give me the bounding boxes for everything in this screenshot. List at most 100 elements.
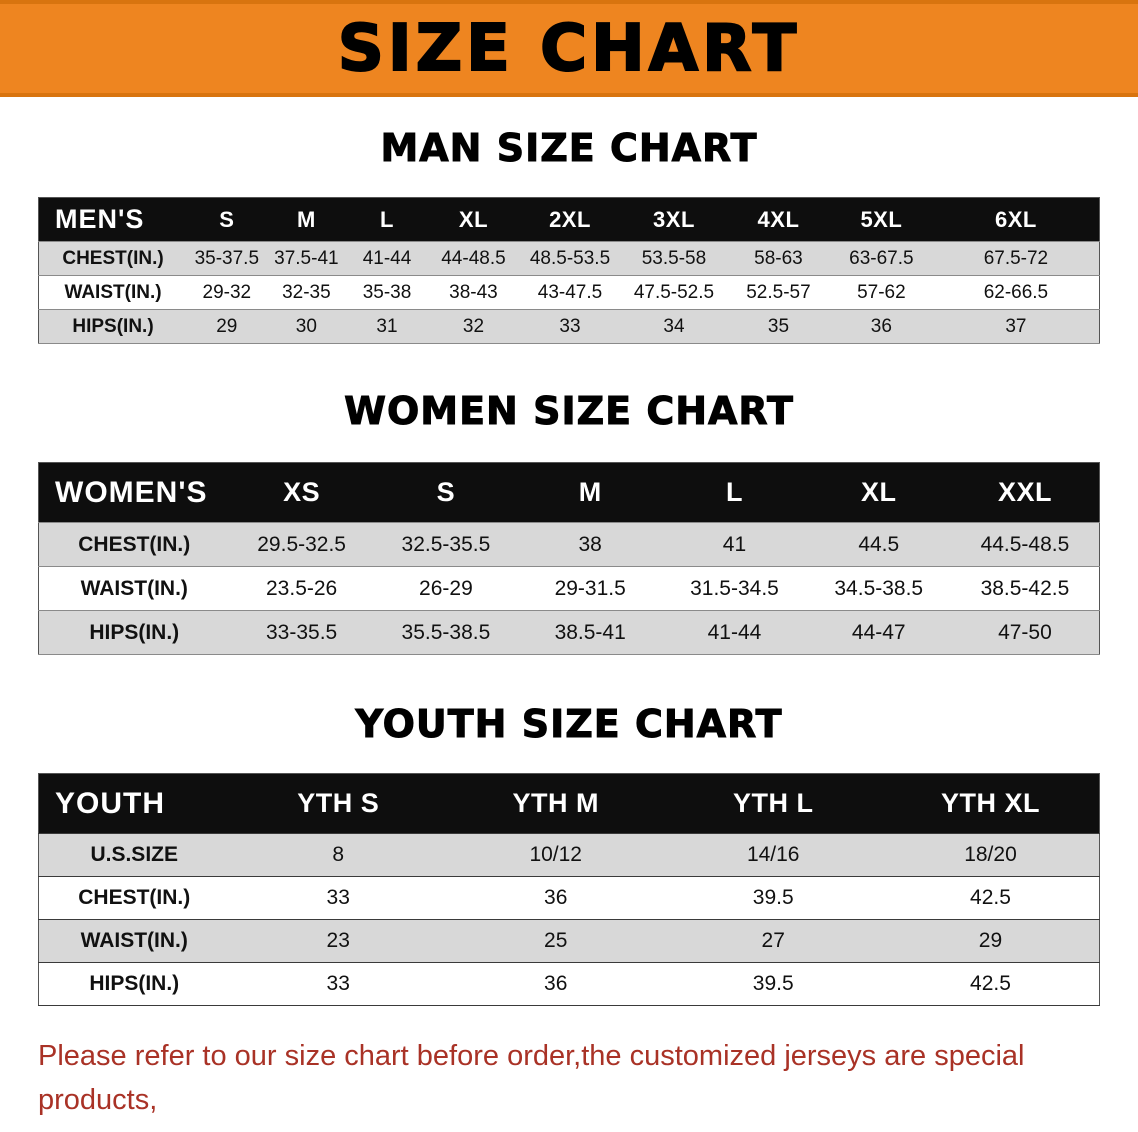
size-value-cell: 36 [829,309,933,344]
size-value-cell: 42.5 [881,962,1100,1006]
size-value-cell: 38.5-42.5 [950,566,1100,611]
size-value-cell: 29 [187,309,267,344]
size-value-cell: 33 [229,962,447,1006]
size-value-cell: 58-63 [727,241,830,276]
size-value-cell: 33 [229,876,447,920]
size-header-cell: XXL [950,462,1100,523]
size-value-cell: 33-35.5 [229,610,374,655]
size-value-cell: 52.5-57 [727,275,830,310]
size-value-cell: 10/12 [446,833,665,877]
size-value-cell: 23.5-26 [229,566,374,611]
size-value-cell: 47-50 [950,610,1100,655]
size-header-cell: S [373,462,519,523]
size-value-cell: 23 [229,919,447,963]
women-size-section: WOMEN SIZE CHART WOMEN'S XS S M L XL XXL CHEST… [0,388,1138,655]
size-value-cell: 38-43 [427,275,520,310]
size-header-cell: YTH XL [881,773,1100,834]
table-header-row: YOUTH YTH S YTH M YTH L YTH XL [38,773,1100,834]
size-value-cell: 30 [266,309,347,344]
size-header-cell: XL [427,197,520,242]
size-value-cell: 32-35 [266,275,347,310]
measurement-row: HIPS(IN.) 29 30 31 32 33 34 35 36 37 [38,309,1100,344]
youth-size-table: YOUTH YTH S YTH M YTH L YTH XL U.S.SIZE 8 10/1… [38,773,1100,1006]
size-value-cell: 29.5-32.5 [229,522,374,567]
size-value-cell: 26-29 [373,566,519,611]
table-header-row: MEN'S S M L XL 2XL 3XL 4XL 5XL 6XL [38,197,1100,242]
size-value-cell: 8 [229,833,447,877]
size-header-cell: L [346,197,428,242]
size-header-cell: YTH S [229,773,447,834]
size-header-cell: L [662,462,807,523]
measurement-row: HIPS(IN.) 33-35.5 35.5-38.5 38.5-41 41-44 44-… [38,610,1100,655]
row-label-cell: WAIST(IN.) [38,275,188,310]
size-value-cell: 41-44 [662,610,807,655]
size-value-cell: 62-66.5 [932,275,1100,310]
size-header-cell: 2XL [519,197,621,242]
size-header-cell: M [518,462,663,523]
size-value-cell: 31 [346,309,428,344]
measurement-row: U.S.SIZE 8 10/12 14/16 18/20 [38,833,1100,877]
size-value-cell: 27 [664,919,882,963]
size-value-cell: 48.5-53.5 [519,241,621,276]
size-header-cell: 6XL [932,197,1100,242]
size-value-cell: 29 [881,919,1100,963]
size-value-cell: 25 [446,919,665,963]
measurement-row: CHEST(IN.) 33 36 39.5 42.5 [38,876,1100,920]
size-value-cell: 63-67.5 [829,241,933,276]
size-value-cell: 35.5-38.5 [373,610,519,655]
size-value-cell: 18/20 [881,833,1100,877]
row-label-cell: CHEST(IN.) [38,241,188,276]
size-header-cell: YTH L [664,773,882,834]
disclaimer-line: we don't accept cancel, change, teturn o… [38,1122,1100,1132]
size-header-cell: M [266,197,347,242]
measurement-row: WAIST(IN.) 29-32 32-35 35-38 38-43 43-47.5 47.… [38,275,1100,310]
size-value-cell: 39.5 [664,962,882,1006]
table-title-cell: MEN'S [38,197,188,242]
measurement-row: CHEST(IN.) 35-37.5 37.5-41 41-44 44-48.5 48.5… [38,241,1100,276]
size-header-cell: XL [806,462,951,523]
size-value-cell: 34.5-38.5 [806,566,951,611]
size-value-cell: 39.5 [664,876,882,920]
men-section-heading: MAN SIZE CHART [380,126,758,171]
size-value-cell: 32.5-35.5 [373,522,519,567]
size-value-cell: 35-37.5 [187,241,267,276]
size-value-cell: 47.5-52.5 [620,275,728,310]
table-title-cell: WOMEN'S [38,462,230,523]
row-label-cell: WAIST(IN.) [38,566,230,611]
size-value-cell: 41 [662,522,807,567]
size-header-cell: XS [229,462,374,523]
size-value-cell: 31.5-34.5 [662,566,807,611]
size-value-cell: 29-31.5 [518,566,663,611]
size-value-cell: 44.5 [806,522,951,567]
size-value-cell: 67.5-72 [932,241,1100,276]
size-value-cell: 33 [519,309,621,344]
row-label-cell: HIPS(IN.) [38,610,230,655]
row-label-cell: U.S.SIZE [38,833,230,877]
page-title: SIZE CHART [337,11,801,87]
men-size-table: MEN'S S M L XL 2XL 3XL 4XL 5XL 6XL CHEST(IN.) 35-3… [38,197,1100,344]
size-chart-banner: SIZE CHART [0,0,1138,97]
measurement-row: WAIST(IN.) 23.5-26 26-29 29-31.5 31.5-34.5 34… [38,566,1100,611]
size-value-cell: 37 [932,309,1100,344]
size-header-cell: YTH M [446,773,665,834]
size-header-cell: 3XL [620,197,728,242]
size-value-cell: 41-44 [346,241,428,276]
size-value-cell: 44-47 [806,610,951,655]
size-header-cell: S [187,197,267,242]
women-section-heading: WOMEN SIZE CHART [344,389,794,434]
size-value-cell: 36 [446,876,665,920]
women-size-table: WOMEN'S XS S M L XL XXL CHEST(IN.) 29.5-32.5 32.… [38,462,1100,655]
size-value-cell: 53.5-58 [620,241,728,276]
row-label-cell: CHEST(IN.) [38,876,230,920]
disclaimer-line: Please refer to our size chart before or… [38,1040,1025,1116]
row-label-cell: CHEST(IN.) [38,522,230,567]
size-value-cell: 29-32 [187,275,267,310]
row-label-cell: HIPS(IN.) [38,962,230,1006]
size-value-cell: 35 [727,309,830,344]
youth-section-heading: YOUTH SIZE CHART [355,702,783,747]
size-value-cell: 37.5-41 [266,241,347,276]
size-header-cell: 5XL [829,197,933,242]
measurement-row: CHEST(IN.) 29.5-32.5 32.5-35.5 38 41 44.5 44.5… [38,522,1100,567]
size-value-cell: 42.5 [881,876,1100,920]
